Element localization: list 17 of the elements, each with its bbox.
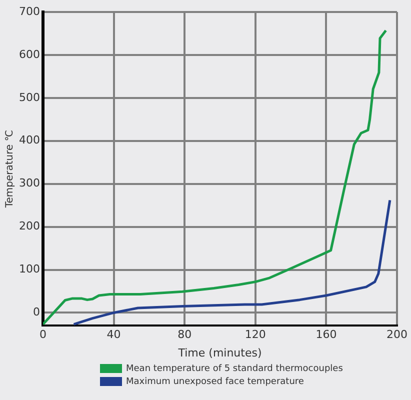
legend-label: Maximum unexposed face temperature: [126, 376, 304, 386]
x-tick-label: 160: [316, 328, 337, 342]
x-tick-label: 80: [178, 328, 192, 342]
y-tick-label: 700: [18, 4, 40, 18]
y-tick-label: 300: [18, 176, 40, 190]
y-tick-label: 600: [18, 48, 40, 61]
y-tick-label: 200: [18, 220, 40, 233]
x-tick-label: 120: [244, 328, 266, 342]
y-tick-label: 0: [32, 306, 40, 319]
y-tick-label: 100: [18, 262, 40, 276]
x-tick-label: 40: [106, 328, 121, 342]
y-axis-title: Temperature ℃: [4, 130, 16, 209]
legend-label: Mean temperature of 5 standard thermocouples: [126, 364, 343, 374]
y-tick-label: 500: [18, 90, 40, 104]
x-tick-label: 200: [386, 328, 408, 342]
x-axis-title: Time (minutes): [177, 346, 262, 360]
y-tick-label: 400: [18, 134, 40, 147]
